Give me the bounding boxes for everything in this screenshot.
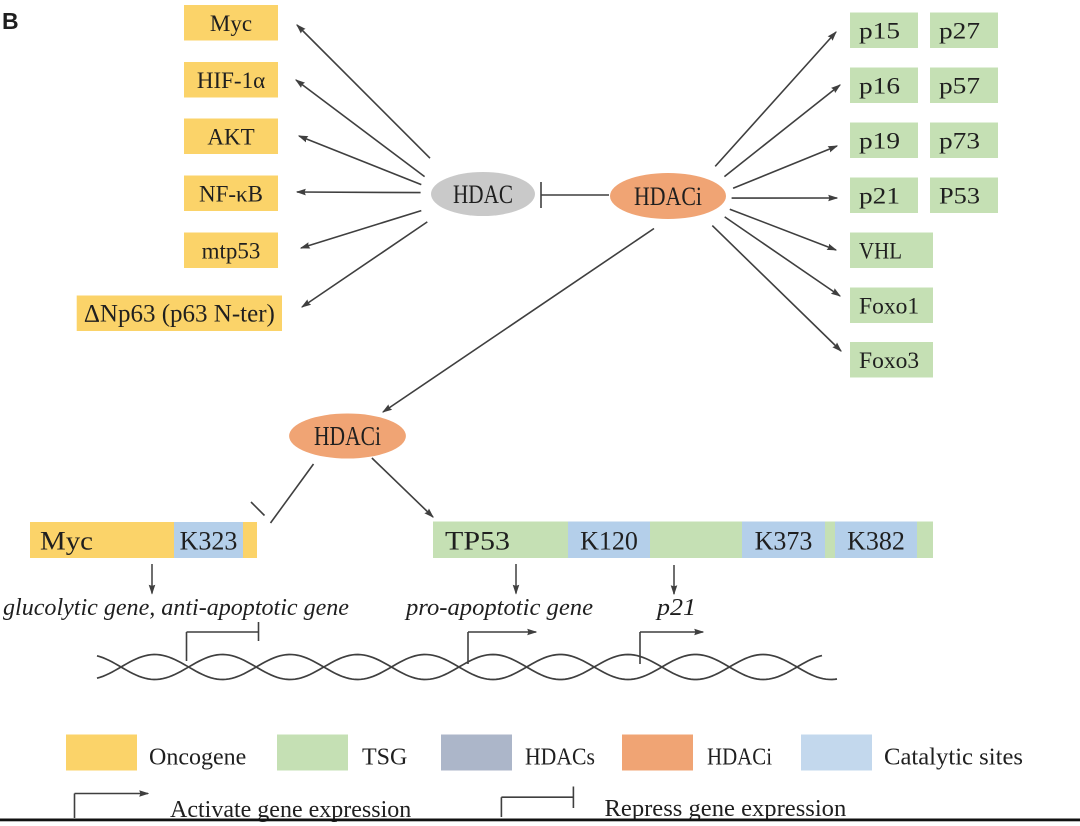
- svg-text:B: B: [2, 8, 19, 34]
- svg-text:Repress gene expression: Repress gene expression: [605, 795, 847, 822]
- svg-text:HDACi: HDACi: [314, 421, 381, 451]
- svg-text:K120: K120: [580, 527, 638, 556]
- svg-text:Foxo1: Foxo1: [859, 293, 919, 319]
- svg-text:p16: p16: [859, 73, 900, 99]
- svg-text:K373: K373: [755, 527, 813, 556]
- svg-text:K323: K323: [180, 527, 238, 556]
- svg-text:HIF-1α: HIF-1α: [197, 68, 265, 93]
- svg-text:TP53: TP53: [445, 527, 510, 556]
- svg-text:pro-apoptotic gene: pro-apoptotic gene: [404, 595, 593, 621]
- svg-text:TSG: TSG: [362, 745, 407, 771]
- svg-text:Myc: Myc: [40, 527, 93, 556]
- svg-text:Foxo3: Foxo3: [859, 348, 919, 374]
- svg-text:p21: p21: [655, 595, 696, 621]
- svg-text:HDACs: HDACs: [525, 745, 595, 771]
- svg-text:Catalytic sites: Catalytic sites: [884, 745, 1023, 771]
- svg-text:HDACi: HDACi: [634, 182, 702, 211]
- svg-text:P53: P53: [939, 183, 980, 209]
- svg-text:p19: p19: [859, 128, 900, 154]
- svg-text:mtp53: mtp53: [202, 238, 261, 263]
- svg-text:VHL: VHL: [859, 238, 902, 264]
- svg-text:p57: p57: [939, 73, 980, 99]
- svg-text:p15: p15: [859, 18, 900, 44]
- svg-text:AKT: AKT: [207, 124, 254, 149]
- svg-text:K382: K382: [847, 527, 905, 556]
- svg-text:glucolytic gene, anti-apoptoti: glucolytic gene, anti-apoptotic gene: [3, 595, 349, 621]
- svg-text:p21: p21: [859, 183, 900, 209]
- svg-text:p73: p73: [939, 128, 980, 154]
- svg-text:Oncogene: Oncogene: [149, 745, 246, 771]
- svg-text:p27: p27: [939, 18, 980, 44]
- svg-text:HDAC: HDAC: [453, 180, 513, 209]
- svg-text:NF-κB: NF-κB: [199, 181, 263, 206]
- svg-text:HDACi: HDACi: [707, 745, 772, 771]
- svg-text:Myc: Myc: [210, 11, 252, 36]
- svg-text:ΔNp63 (p63 N-ter): ΔNp63 (p63 N-ter): [84, 300, 275, 327]
